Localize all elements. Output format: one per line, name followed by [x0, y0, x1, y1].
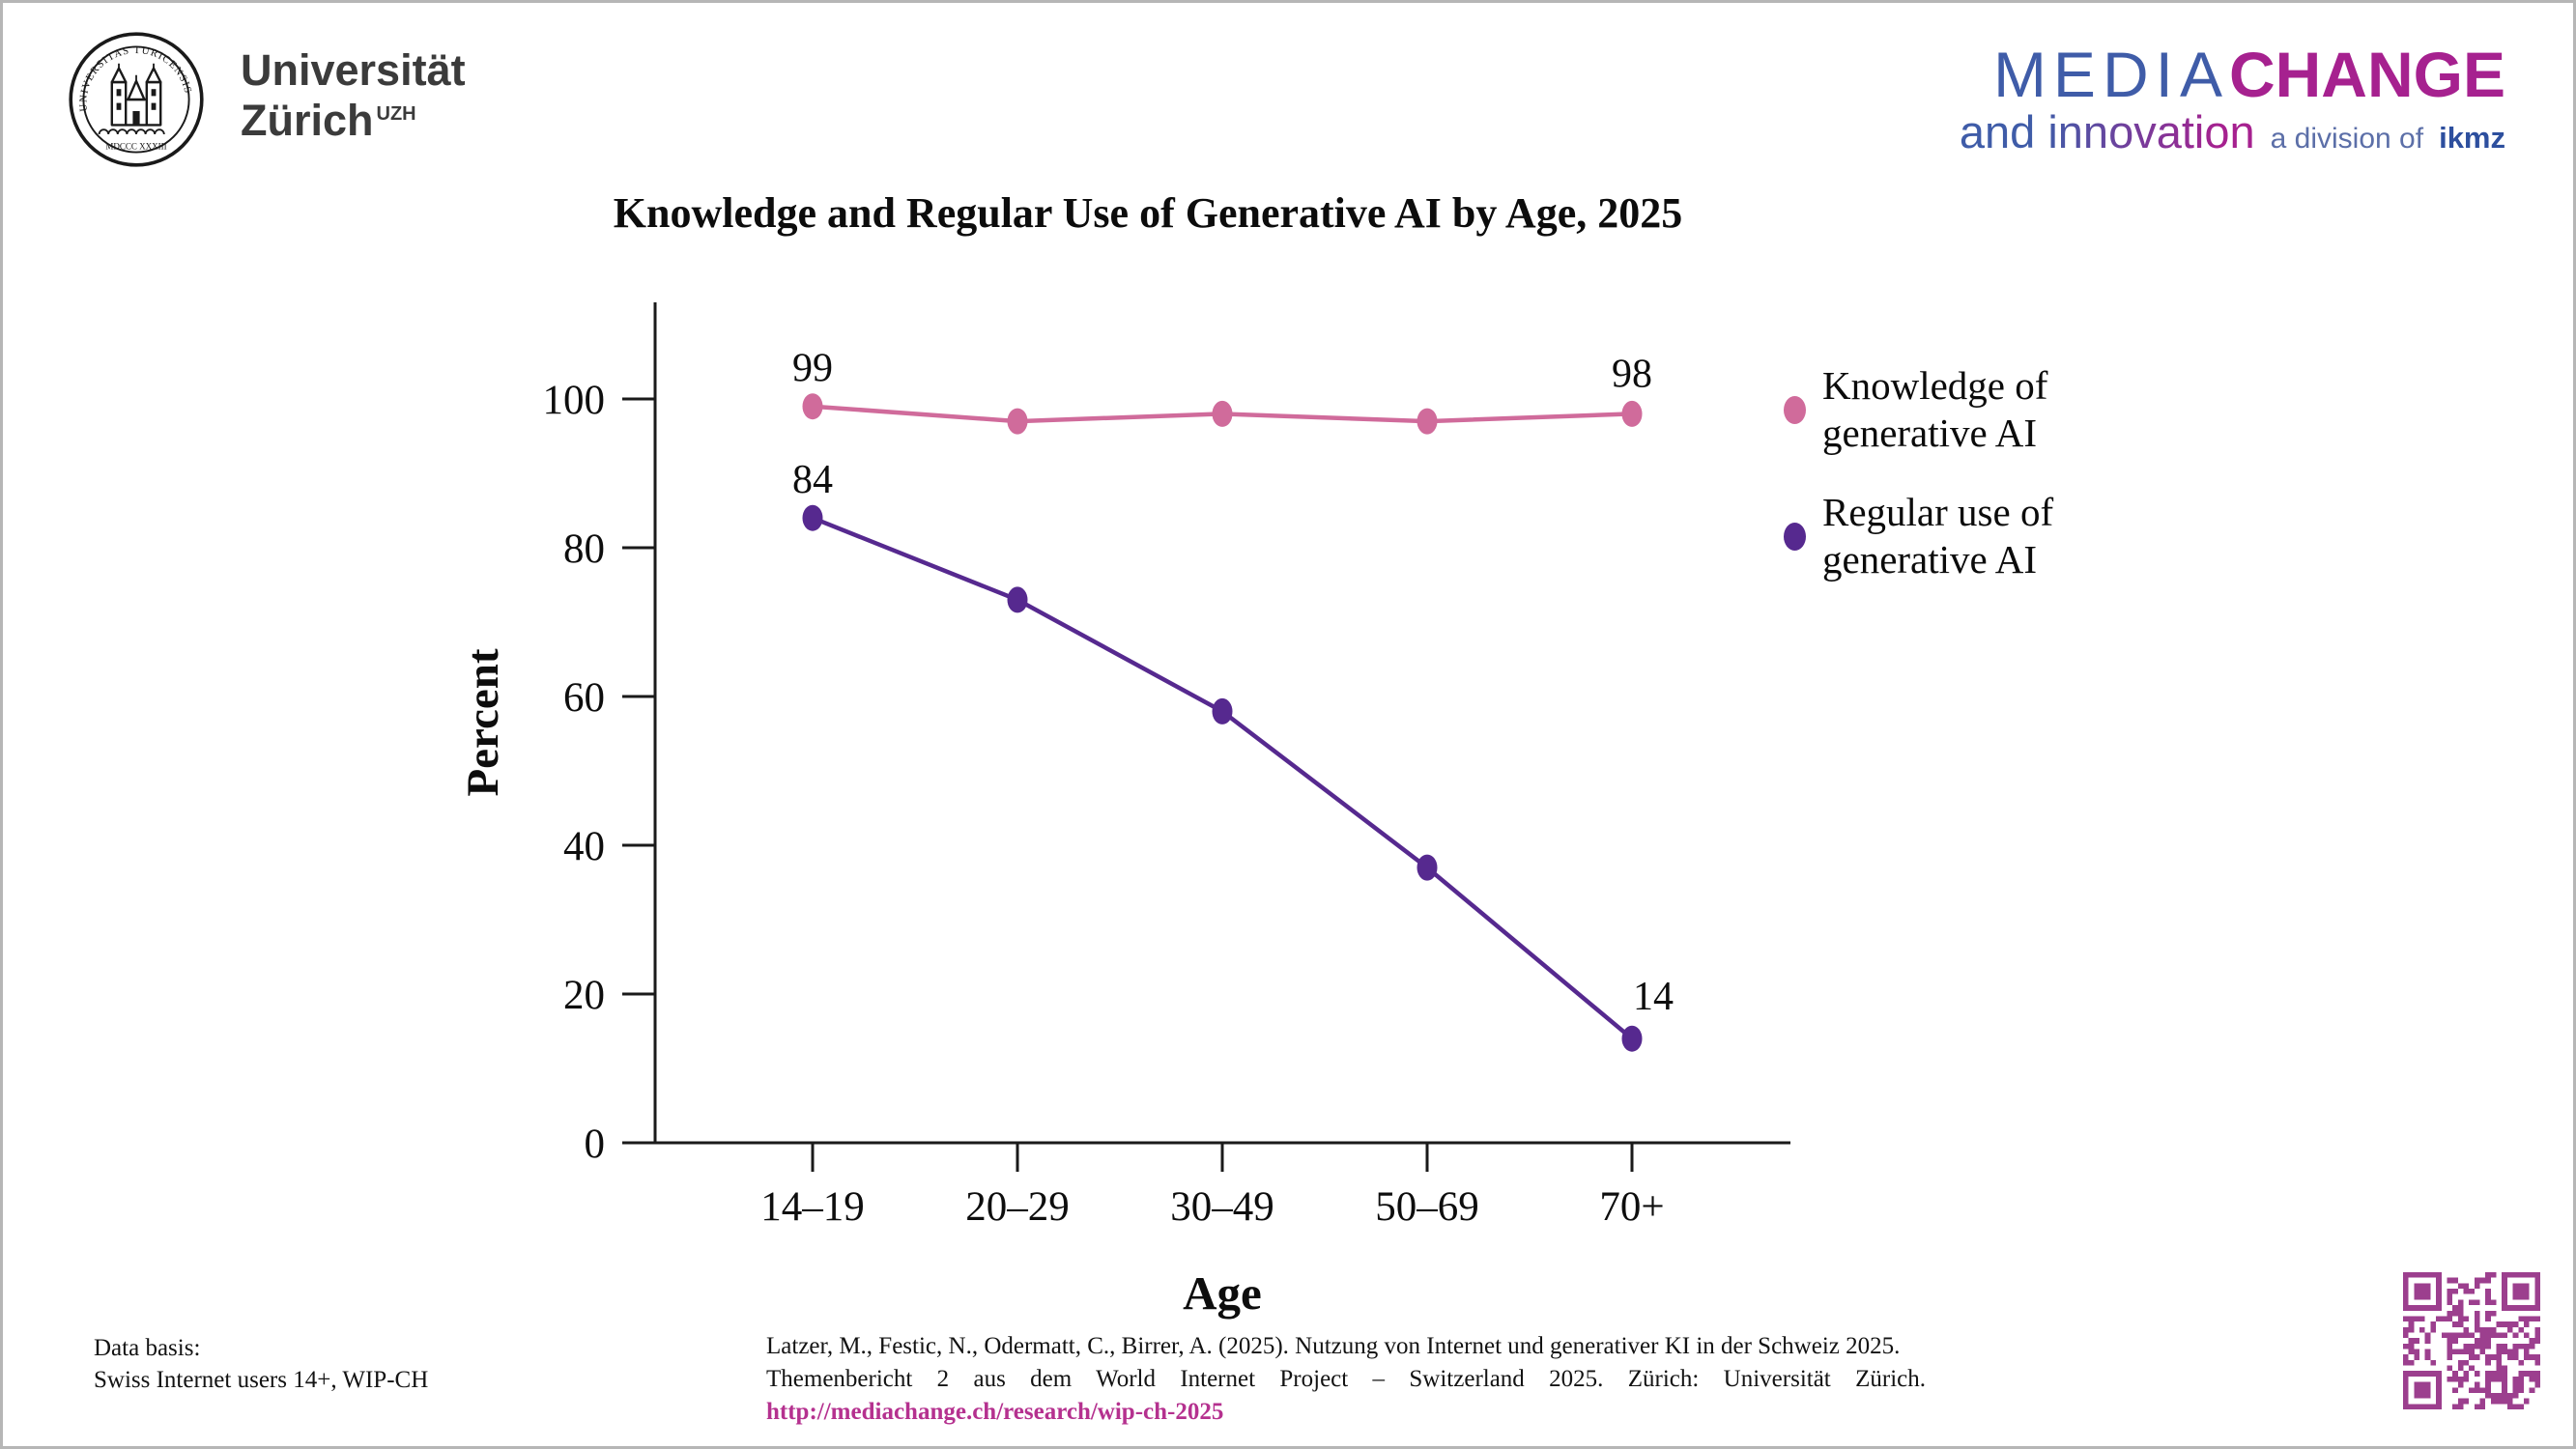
x-tick-label: 50–69 — [1375, 1184, 1479, 1230]
media-label: MEDIA — [1992, 39, 2229, 110]
legend-item: Regular use of generative AI — [1784, 489, 2053, 583]
y-tick-label: 20 — [563, 973, 605, 1018]
series-line — [812, 516, 1634, 1040]
x-tick-label: 70+ — [1599, 1184, 1664, 1230]
data-basis-line2: Swiss Internet users 14+, WIP-CH — [94, 1367, 429, 1393]
data-point — [1212, 697, 1233, 724]
data-point — [1417, 408, 1438, 435]
chart-legend: Knowledge of generative AI Regular use of g… — [1784, 362, 2053, 615]
uzh-sup-label: UZH — [376, 102, 416, 125]
legend-marker-icon — [1784, 395, 1806, 424]
x-tick-label: 30–49 — [1170, 1184, 1274, 1230]
data-point — [1007, 408, 1028, 435]
ikmz-label: ikmz — [2439, 121, 2505, 155]
line-chart: 0 20 40 60 80 100 14–19 20–29 30–49 50–69 70+ Perce… — [458, 302, 1790, 1320]
citation: Latzer, M., Festic, N., Odermatt, C., Bi… — [766, 1330, 1926, 1429]
y-tick-label: 60 — [563, 675, 605, 721]
data-point — [1417, 854, 1438, 881]
svg-text:MDCCC XXXIII: MDCCC XXXIII — [105, 142, 166, 152]
legend-label: Regular use of generative AI — [1822, 490, 2054, 582]
citation-link[interactable]: http://mediachange.ch/research/wip-ch-20… — [766, 1399, 1224, 1425]
uzh-wordmark-line2: Zürich UZH — [241, 95, 416, 145]
uzh-logo: UNIVERSITAS TURICENSIS MDCCC XXXIII — [67, 30, 466, 169]
mediachange-subline: and innovation a division of ikmz — [1960, 105, 2505, 158]
y-tick-label: 80 — [563, 526, 605, 572]
chart-title: Knowledge and Regular Use of Generative … — [613, 189, 1683, 237]
y-axis-title: Percent — [458, 648, 508, 796]
data-point-label: 84 — [792, 458, 833, 502]
mediachange-wordmark: MEDIACHANGE — [1960, 43, 2505, 106]
data-point — [1621, 1025, 1643, 1052]
mediachange-logo: MEDIACHANGE and innovation a division of… — [1960, 43, 2505, 158]
legend-label: Knowledge of generative AI — [1822, 363, 2048, 455]
data-point — [1621, 400, 1643, 427]
qr-code — [2403, 1272, 2540, 1409]
division-label: a division of — [2270, 123, 2424, 155]
data-basis-note: Data basis: Swiss Internet users 14+, WI… — [94, 1332, 428, 1396]
data-point-label: 14 — [1633, 975, 1674, 1019]
y-tick-label: 100 — [543, 378, 606, 423]
data-point-label: 98 — [1612, 352, 1652, 396]
legend-item: Knowledge of generative AI — [1784, 362, 2053, 457]
and-innovation-label: and innovation — [1959, 106, 2255, 157]
citation-line1: Latzer, M., Festic, N., Odermatt, C., Bi… — [766, 1333, 1901, 1359]
y-tick-label: 40 — [563, 824, 605, 869]
x-axis-title: Age — [1183, 1266, 1262, 1320]
uzh-seal-icon: UNIVERSITAS TURICENSIS MDCCC XXXIII — [69, 32, 204, 167]
data-point — [802, 393, 823, 420]
legend-marker-icon — [1784, 522, 1806, 551]
change-label: CHANGE — [2228, 39, 2505, 110]
data-point-label: 99 — [792, 347, 833, 391]
y-tick-label: 0 — [585, 1122, 606, 1167]
citation-line2: Themenbericht 2 aus dem World Internet P… — [766, 1366, 1926, 1392]
uzh-wordmark: Universität Zürich UZH — [241, 45, 466, 155]
data-basis-line1: Data basis: — [94, 1335, 201, 1361]
x-tick-label: 14–19 — [760, 1184, 865, 1230]
uzh-wordmark-line1: Universität — [241, 44, 466, 95]
data-point — [1212, 400, 1233, 427]
x-tick-label: 20–29 — [965, 1184, 1070, 1230]
data-point — [802, 504, 823, 531]
data-point — [1007, 586, 1028, 613]
